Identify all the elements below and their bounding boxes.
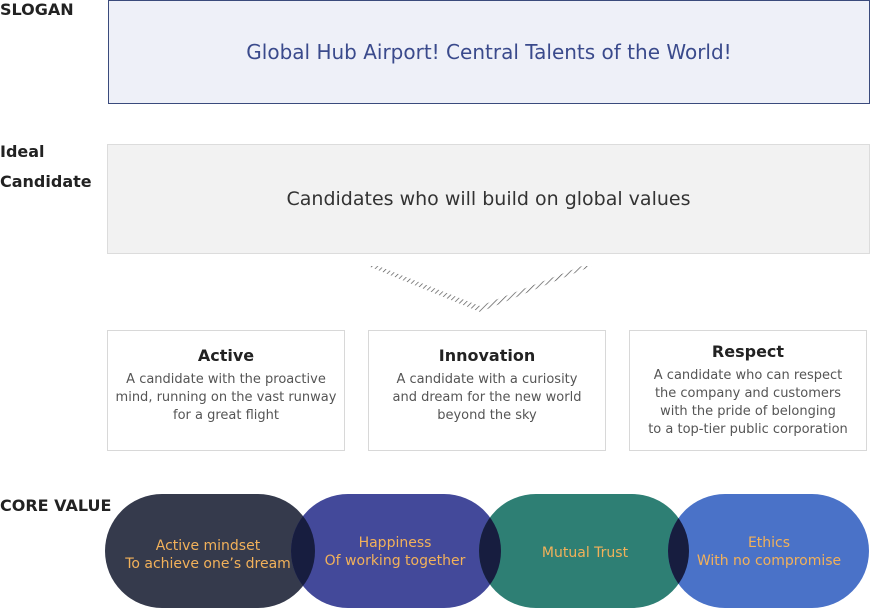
ideal-candidate-label: Ideal Candidate <box>0 137 92 197</box>
card-desc-line: and dream for the new world <box>392 390 582 405</box>
card-desc-line: the company and customers <box>654 386 842 401</box>
core-value-text: Happiness <box>359 535 432 551</box>
core-value-text: Mutual Trust <box>542 545 629 561</box>
core-value-label: CORE VALUE <box>0 496 112 515</box>
core-value-text: Active mindset <box>156 538 261 554</box>
card-desc-line: A candidate with a curiosity <box>396 372 578 387</box>
core-value-pill-2 <box>291 494 501 608</box>
card-innovation: Innovation A candidate with a curiosity … <box>368 330 606 451</box>
core-value-pill-3 <box>479 494 689 608</box>
core-value-text: Ethics <box>748 535 790 551</box>
card-respect: Respect A candidate who can respect the … <box>629 330 867 451</box>
card-desc-line: with the pride of belonging <box>660 404 836 419</box>
core-value-text: To achieve one’s dream <box>124 556 291 572</box>
card-desc-line: for a great flight <box>173 408 279 423</box>
core-values-diagram: Active mindset To achieve one’s dream Ha… <box>105 494 869 608</box>
card-title: Respect <box>711 342 785 361</box>
core-value-text: Of working together <box>325 553 466 569</box>
slogan-box: Global Hub Airport! Central Talents of t… <box>108 0 870 104</box>
slogan-label: SLOGAN <box>0 0 74 19</box>
card-description: A candidate with a curiosity and dream f… <box>369 371 605 425</box>
card-desc-line: beyond the sky <box>437 408 537 423</box>
card-desc-line: A candidate who can respect <box>653 368 843 383</box>
core-value-pill-1 <box>105 494 315 608</box>
card-description: A candidate with the proactive mind, run… <box>108 371 344 425</box>
ideal-label-line2: Candidate <box>0 172 92 191</box>
core-value-pill-4 <box>668 494 869 608</box>
card-desc-line: to a top-tier public corporation <box>648 422 848 437</box>
card-title: Innovation <box>438 346 536 365</box>
card-active: Active A candidate with the proactive mi… <box>107 330 345 451</box>
card-desc-line: mind, running on the vast runway <box>115 390 337 405</box>
ideal-candidate-text: Candidates who will build on global valu… <box>286 188 691 210</box>
core-value-text: With no compromise <box>697 553 841 569</box>
ideal-label-line1: Ideal <box>0 142 45 161</box>
ideal-candidate-box: Candidates who will build on global valu… <box>107 144 870 254</box>
card-desc-line: A candidate with the proactive <box>126 372 326 387</box>
card-title: Active <box>197 346 255 365</box>
slogan-text: Global Hub Airport! Central Talents of t… <box>246 40 732 64</box>
chevron-down-icon <box>368 266 592 312</box>
card-description: A candidate who can respect the company … <box>630 367 866 439</box>
